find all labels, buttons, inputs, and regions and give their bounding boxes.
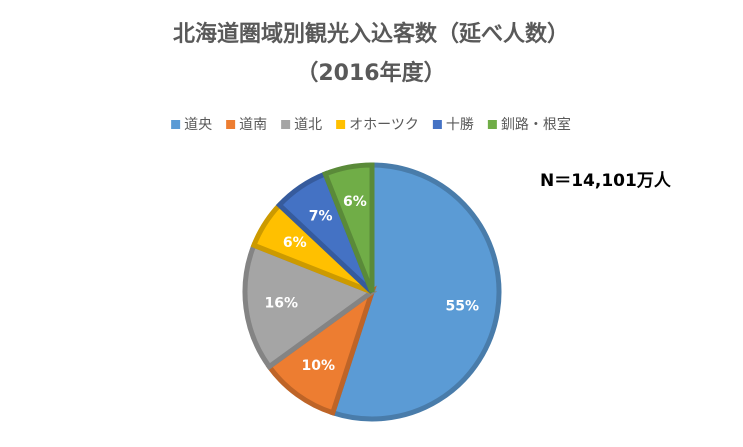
legend-label: オホーツク xyxy=(349,117,419,133)
legend-label: 道北 xyxy=(294,117,322,133)
data-label: 6% xyxy=(343,194,367,210)
data-label: 16% xyxy=(265,295,299,311)
data-label: 7% xyxy=(309,208,333,224)
legend-label: 十勝 xyxy=(446,117,474,133)
data-label: 10% xyxy=(301,358,335,374)
legend-swatch xyxy=(226,120,236,129)
legend-label: 道南 xyxy=(239,117,267,133)
legend-label: 釧路・根室 xyxy=(501,116,571,133)
legend-swatch xyxy=(281,120,291,129)
legend-swatch xyxy=(487,120,497,129)
legend-swatch xyxy=(336,120,346,129)
data-label: 6% xyxy=(283,235,307,251)
data-label: 55% xyxy=(446,298,480,314)
pie: 55%10%16%6%7%6% xyxy=(242,162,502,422)
legend: 道央 道南 道北 オホーツク 十勝 釧路・根室 xyxy=(171,116,571,133)
pie-slice xyxy=(322,162,375,293)
chart-subtitle: （2016年度） xyxy=(296,60,445,86)
pie-slice xyxy=(242,242,378,371)
chart-title: 北海道圏域別観光入込客数（延べ人数） xyxy=(173,21,569,47)
legend-swatch xyxy=(171,120,181,129)
annotation: N＝14,101万人 xyxy=(540,171,672,191)
legend-label: 道央 xyxy=(184,117,212,133)
legend-swatch xyxy=(432,120,442,129)
